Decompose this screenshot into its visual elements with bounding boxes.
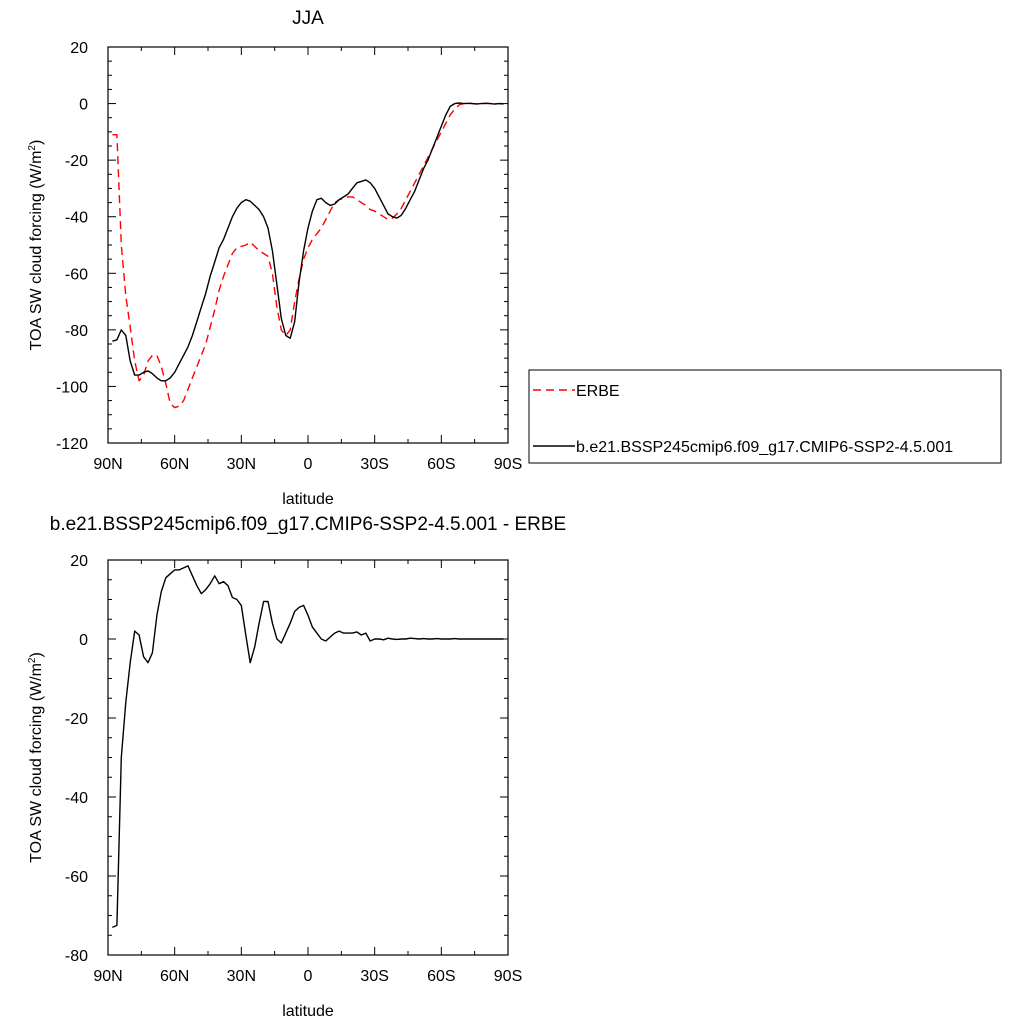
x-tick-label: 30N <box>227 968 256 985</box>
series-line-2 <box>112 102 504 382</box>
x-tick-label: 0 <box>304 456 313 473</box>
y-tick-label: -20 <box>65 153 88 170</box>
y-tick-label: -120 <box>56 436 88 453</box>
y-tick-label: -20 <box>65 711 88 728</box>
y-tick-label: -60 <box>65 266 88 283</box>
y-tick-label: -80 <box>65 948 88 965</box>
y-axis-label: TOA SW cloud forcing (W/m2) <box>27 652 45 863</box>
legend-label-2: b.e21.BSSP245cmip6.f09_g17.CMIP6-SSP2-4.… <box>576 439 953 456</box>
chart-panel-1: JJA 90N 60N 30N 0 30S 60S 90S 20 0 -20 -40 -60 -80 -10… <box>27 8 1002 508</box>
y-tick-label: -40 <box>65 210 88 227</box>
x-tick-label: 30S <box>360 456 388 473</box>
y-tick-label: -40 <box>65 790 88 807</box>
y-tick-label: 0 <box>79 632 88 649</box>
x-tick-label: 60N <box>160 456 189 473</box>
x-tick-label: 90S <box>494 456 522 473</box>
legend: ERBE b.e21.BSSP245cmip6.f09_g17.CMIP6-SSP… <box>528 369 1002 464</box>
y-tick-label: -100 <box>56 379 88 396</box>
x-tick-label: 90N <box>93 968 122 985</box>
legend-label-1: ERBE <box>576 383 620 400</box>
plot-frame <box>107 559 509 956</box>
y-tick-label: -60 <box>65 869 88 886</box>
x-tick-label: 30S <box>360 968 388 985</box>
legend-box <box>528 369 1002 464</box>
x-tick-label: 0 <box>304 968 313 985</box>
x-axis-label: latitude <box>282 491 334 508</box>
plot-frame <box>107 46 509 444</box>
chart-title: JJA <box>292 8 324 29</box>
series-line-1 <box>112 565 504 929</box>
y-tick-label: 20 <box>70 553 88 570</box>
y-tick-label: 0 <box>79 97 88 114</box>
y-axis-label: TOA SW cloud forcing (W/m2) <box>27 140 45 351</box>
series-line-1 <box>112 102 504 409</box>
y-tick-label: 20 <box>70 40 88 57</box>
x-axis-label: latitude <box>282 1003 334 1020</box>
x-tick-label: 90N <box>93 456 122 473</box>
x-tick-label: 30N <box>227 456 256 473</box>
x-tick-label: 60S <box>427 968 455 985</box>
chart-title: b.e21.BSSP245cmip6.f09_g17.CMIP6-SSP2-4.… <box>50 514 566 535</box>
y-tick-label: -80 <box>65 323 88 340</box>
x-tick-label: 60N <box>160 968 189 985</box>
chart-panel-2: b.e21.BSSP245cmip6.f09_g17.CMIP6-SSP2-4.… <box>27 514 566 1020</box>
x-tick-label: 90S <box>494 968 522 985</box>
x-tick-label: 60S <box>427 456 455 473</box>
